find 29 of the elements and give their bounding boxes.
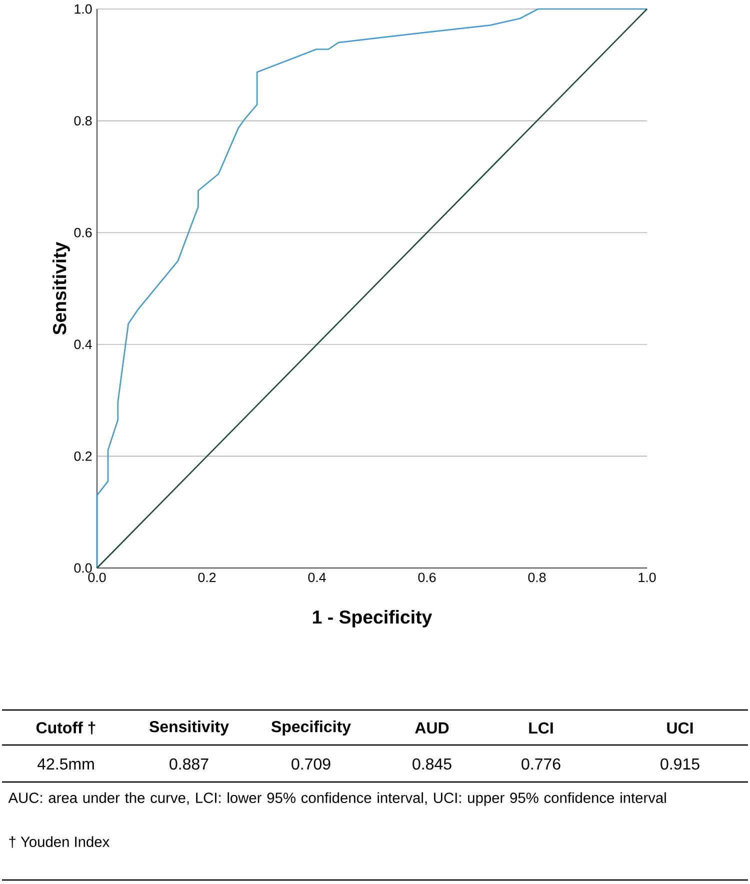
text: Specificity bbox=[271, 720, 351, 736]
y-tick-label: 0.6 bbox=[74, 228, 92, 238]
x-axis-title: 1 - Specificity bbox=[313, 610, 432, 628]
text: 0.845 bbox=[412, 758, 452, 770]
text: † Youden Index bbox=[9, 836, 110, 848]
x-tick-label: 0.2 bbox=[198, 572, 216, 582]
text: UCI bbox=[667, 722, 693, 734]
y-tick-label: 1.0 bbox=[74, 4, 92, 14]
y-tick-label: 0.4 bbox=[74, 340, 92, 350]
text: LCI bbox=[529, 722, 553, 734]
text: 0.709 bbox=[292, 758, 330, 770]
y-tick-label: 0.0 bbox=[74, 563, 92, 573]
x-tick-label: 0.4 bbox=[308, 572, 326, 582]
x-tick-label: 0.8 bbox=[528, 572, 546, 582]
text: 0.915 bbox=[660, 758, 700, 770]
x-tick-label: 1.0 bbox=[638, 572, 656, 582]
x-tick-label: 0.0 bbox=[88, 572, 106, 582]
y-tick-label: 0.2 bbox=[74, 451, 92, 461]
text: AUD bbox=[415, 722, 449, 734]
y-axis-title: Sensitivity bbox=[52, 242, 70, 335]
line-series bbox=[96, 8, 648, 569]
text: 42.5mm bbox=[37, 758, 94, 770]
y-tick-label: 0.8 bbox=[74, 116, 92, 126]
text: 0.776 bbox=[522, 758, 560, 770]
x-tick-label: 0.6 bbox=[418, 572, 436, 582]
text: Sensitivity bbox=[149, 720, 229, 736]
text: 0.887 bbox=[170, 758, 208, 770]
text: AUC: area under the curve, LCI: lower 95% confidence interval, UCI: upper 95% confidence interval bbox=[8, 792, 666, 806]
text: Cutoff † bbox=[36, 722, 96, 734]
